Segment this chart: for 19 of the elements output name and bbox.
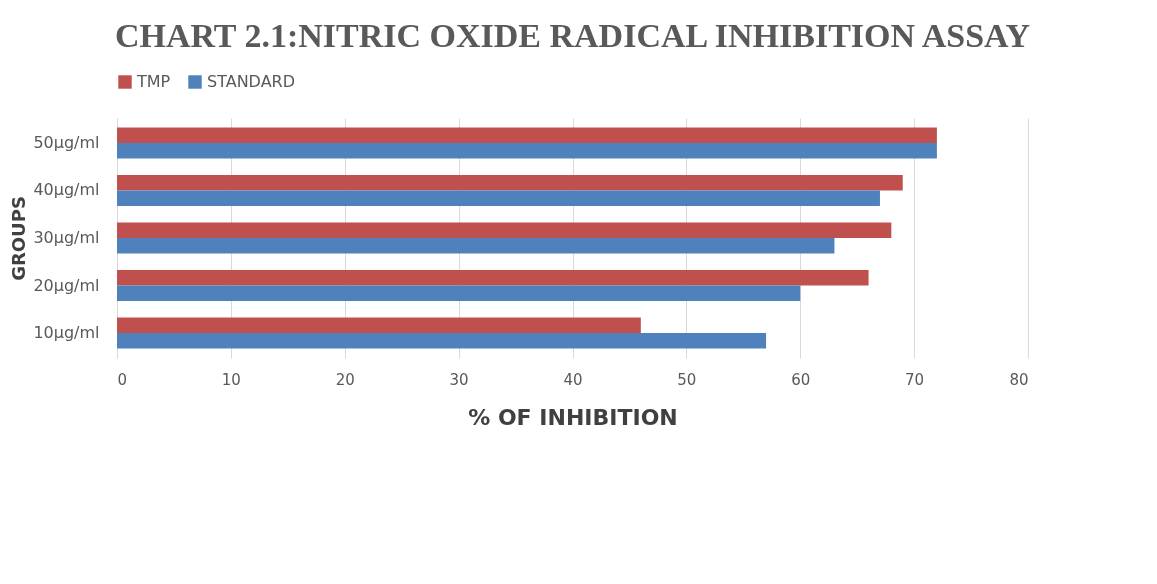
x-tick-label: 50 xyxy=(677,370,697,389)
y-tick-label: 40µg/ml xyxy=(33,180,100,200)
x-tick-label: 20 xyxy=(335,370,355,389)
x-tick-label: 10 xyxy=(221,370,241,389)
legend-label: TMP xyxy=(136,72,171,91)
y-axis-title: GROUPS xyxy=(8,196,30,281)
x-tick-label: 30 xyxy=(449,370,469,389)
chart-title: CHART 2.1:NITRIC OXIDE RADICAL INHIBITION ASSAY xyxy=(114,17,1031,54)
x-tick-label: 80 xyxy=(1009,370,1029,389)
x-tick-label: 0 xyxy=(117,370,128,389)
y-tick-label: 30µg/ml xyxy=(33,228,100,247)
x-tick-label: 60 xyxy=(791,370,811,389)
y-tick-label: 20µg/ml xyxy=(33,275,100,295)
x-axis-title: % OF INHIBITION xyxy=(468,404,678,430)
y-tick-label: 10µg/ml xyxy=(33,323,100,343)
x-tick-label: 40 xyxy=(563,370,583,389)
y-tick-label: 50µg/ml xyxy=(33,132,100,152)
x-tick-label: 70 xyxy=(905,370,925,389)
legend-label: STANDARD xyxy=(207,72,296,91)
